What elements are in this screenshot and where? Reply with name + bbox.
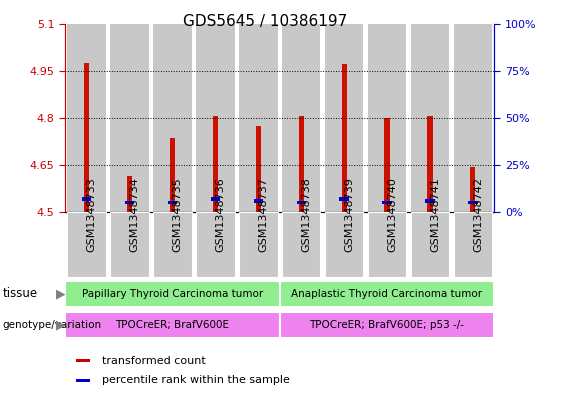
Bar (255, 126, 261, 212)
Text: ▶: ▶ (56, 287, 66, 300)
Text: Anaplastic Thyroid Carcinoma tumor: Anaplastic Thyroid Carcinoma tumor (292, 289, 483, 299)
Text: GSM1348739: GSM1348739 (344, 177, 354, 252)
Bar (67, 212, 106, 277)
Text: GSM1348733: GSM1348733 (86, 177, 97, 252)
Bar (411, 24, 449, 212)
Bar (411, 212, 449, 277)
Bar (368, 24, 406, 212)
Text: GDS5645 / 10386197: GDS5645 / 10386197 (184, 14, 347, 29)
Text: GSM1348737: GSM1348737 (258, 177, 268, 252)
Bar (196, 212, 234, 277)
Bar (170, 138, 175, 212)
Bar (341, 64, 347, 212)
Bar (127, 176, 132, 212)
Text: ▶: ▶ (56, 319, 66, 332)
Bar (425, 199, 434, 203)
Text: GSM1348735: GSM1348735 (172, 177, 182, 252)
Text: transformed count: transformed count (102, 356, 206, 366)
Bar (470, 167, 476, 212)
Bar (110, 24, 149, 212)
Bar (212, 116, 218, 212)
Bar (168, 200, 177, 204)
Bar (340, 197, 349, 201)
Bar (65, 312, 280, 338)
Bar (454, 212, 492, 277)
Text: GSM1348740: GSM1348740 (387, 177, 397, 252)
Bar (383, 200, 392, 204)
Bar (239, 212, 277, 277)
Bar (254, 199, 263, 203)
Bar (84, 63, 89, 212)
Bar (297, 200, 306, 204)
Bar (76, 359, 90, 362)
Bar (454, 24, 492, 212)
Bar (65, 281, 280, 307)
Bar (153, 24, 192, 212)
Bar (110, 212, 149, 277)
Text: GSM1348738: GSM1348738 (301, 177, 311, 252)
Bar (325, 212, 363, 277)
Text: TPOCreER; BrafV600E: TPOCreER; BrafV600E (115, 320, 229, 330)
Text: tissue: tissue (3, 287, 38, 300)
Bar (211, 197, 220, 201)
Bar (468, 200, 477, 204)
Bar (427, 116, 433, 212)
Bar (125, 200, 134, 204)
Text: percentile rank within the sample: percentile rank within the sample (102, 375, 290, 386)
Bar (298, 116, 304, 212)
Text: GSM1348742: GSM1348742 (473, 177, 483, 252)
Bar (82, 197, 91, 201)
Bar (282, 212, 320, 277)
Bar (282, 24, 320, 212)
Text: GSM1348734: GSM1348734 (129, 177, 140, 252)
Bar (153, 212, 192, 277)
Text: genotype/variation: genotype/variation (3, 320, 102, 330)
Text: GSM1348741: GSM1348741 (430, 177, 440, 252)
Bar (325, 24, 363, 212)
Text: Papillary Thyroid Carcinoma tumor: Papillary Thyroid Carcinoma tumor (82, 289, 263, 299)
Text: GSM1348736: GSM1348736 (215, 177, 225, 252)
Bar (280, 281, 494, 307)
Bar (280, 312, 494, 338)
Bar (368, 212, 406, 277)
Text: TPOCreER; BrafV600E; p53 -/-: TPOCreER; BrafV600E; p53 -/- (310, 320, 464, 330)
Bar (196, 24, 234, 212)
Bar (239, 24, 277, 212)
Bar (67, 24, 106, 212)
Bar (384, 118, 390, 212)
Bar (76, 379, 90, 382)
